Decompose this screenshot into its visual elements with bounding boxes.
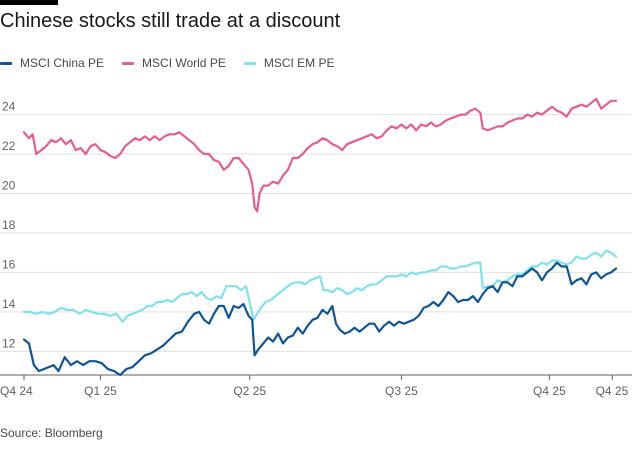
x-tick-label-4: Q4 25 (533, 384, 566, 398)
x-tick-label-2: Q2 25 (233, 384, 266, 398)
source-note: Source: Bloomberg (0, 426, 103, 440)
legend-label-world: MSCI World PE (142, 56, 226, 70)
y-tick-label-24: 24 (2, 100, 16, 114)
legend-item-world: MSCI World PE (122, 56, 226, 70)
x-tick-label-3: Q3 25 (385, 384, 418, 398)
legend-swatch-world (122, 61, 135, 65)
y-tick-label-20: 20 (2, 179, 16, 193)
series-line-china (22, 261, 618, 377)
series-line-em (22, 249, 618, 323)
legend-label-em: MSCI EM PE (263, 56, 335, 70)
chart-title: Chinese stocks still trade at a discount (0, 10, 341, 32)
line-chart: 12 14 16 18 20 22 24 Q4 24 Q1 25 Q2 25 Q3 25 Q4 25 Q… (0, 97, 632, 398)
legend-item-china: MSCI China PE (0, 56, 104, 70)
x-tick-label-5: Q4 25 (596, 384, 629, 398)
x-tick-label-0: Q4 24 (0, 384, 33, 398)
y-tick-label-22: 22 (2, 139, 16, 153)
legend-item-em: MSCI EM PE (243, 56, 335, 70)
x-tick-label-1: Q1 25 (84, 384, 117, 398)
legend-swatch-china (0, 61, 12, 65)
series-line-world (22, 97, 618, 213)
y-tick-label-12: 12 (2, 336, 16, 350)
top-rule (0, 0, 58, 5)
y-tick-label-16: 16 (2, 257, 16, 271)
legend-swatch-em (243, 61, 256, 65)
legend: MSCI China PE MSCI World PE MSCI EM PE (0, 55, 353, 71)
y-tick-label-18: 18 (2, 218, 16, 232)
y-tick-label-14: 14 (2, 297, 16, 311)
legend-label-china: MSCI China PE (20, 56, 105, 70)
